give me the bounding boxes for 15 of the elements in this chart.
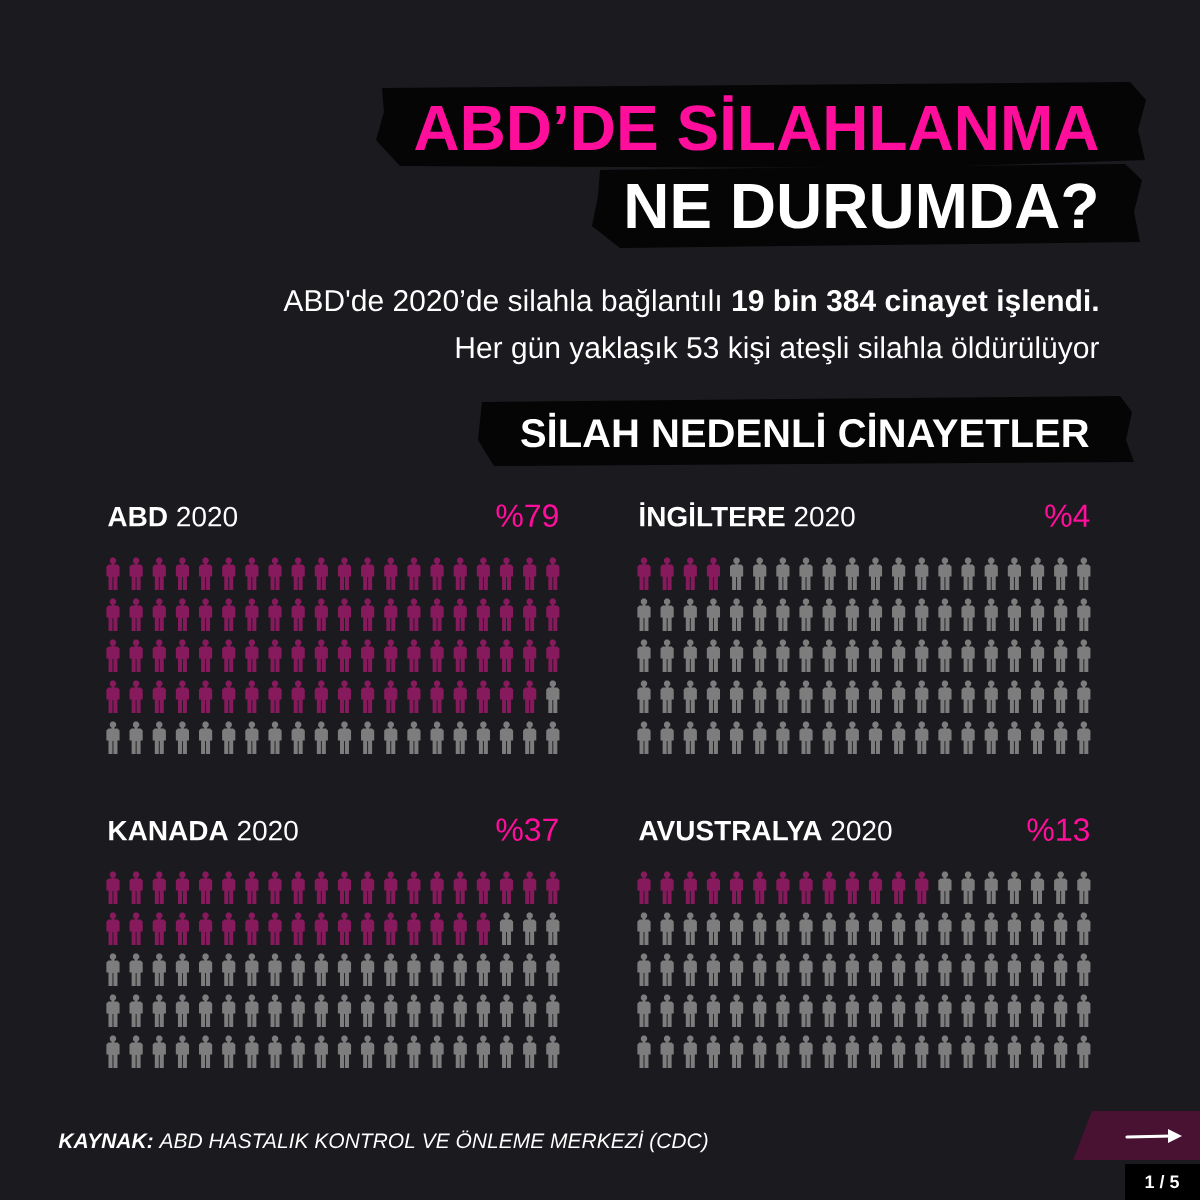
data-label: %79 [496,504,558,527]
data-label: %37 [496,818,558,842]
text: AVUSTRALYA 2020 [639,820,892,841]
text: İNGİLTERE 2020 [640,502,855,527]
text: NE DURUMDA? [627,183,1096,229]
text: SİLAH NEDENLİ CİNAYETLER [521,412,1089,448]
text: 1 / 5 [1145,1174,1180,1189]
text: ABD’DE SİLAHLANMA [415,95,1098,151]
text: Her gün yaklaşık 53 kişi ateşli silahla öldürülüyor [456,336,1099,365]
text: ABD 2020 [108,506,238,527]
data-label: %4 [1045,504,1090,527]
text: KAYNAK: ABD HASTALIK KONTROL VE ÖNLEME MERKEZİ (CDC) [58,1130,708,1153]
text: ABD'de 2020’de silahla bağlantılı 19 bin 384 cinayet işlendi. [283,288,1098,318]
text: KANADA 2020 [109,820,298,841]
data-label: %13 [1027,818,1089,842]
